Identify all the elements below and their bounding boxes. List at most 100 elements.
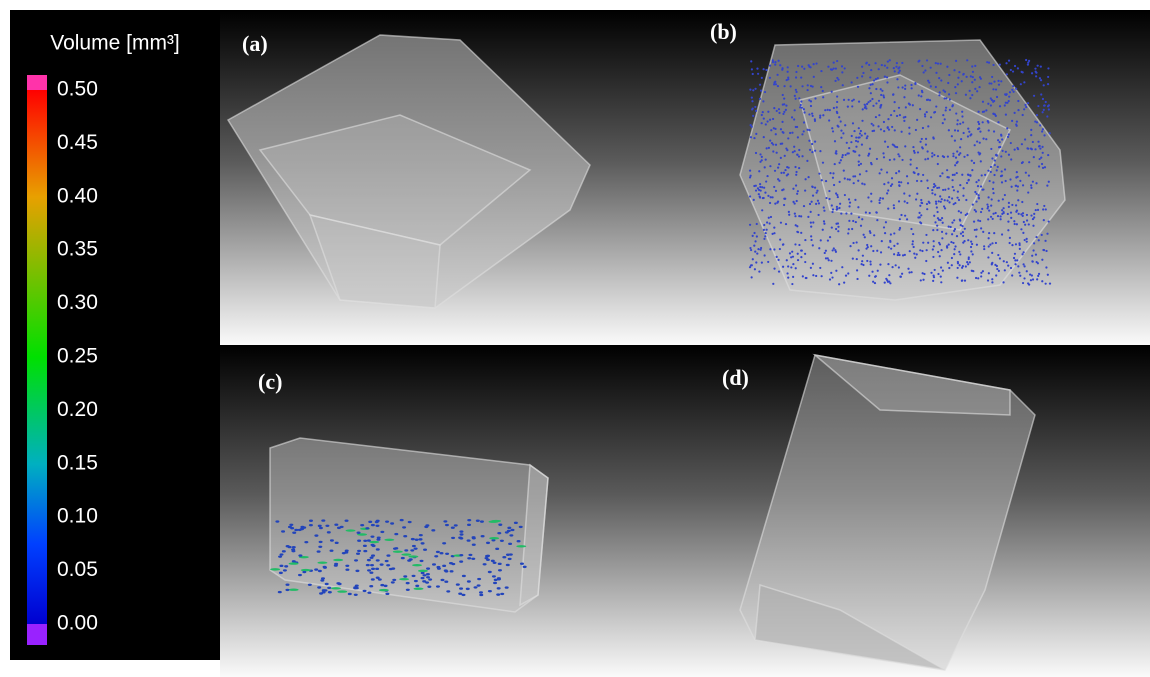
pore-dot bbox=[278, 591, 282, 593]
pore-dot bbox=[872, 281, 874, 283]
pore-dot bbox=[421, 577, 425, 579]
pore-dot bbox=[770, 196, 772, 198]
pore-dot bbox=[471, 558, 475, 560]
pore-dot bbox=[801, 66, 803, 68]
pore-dot bbox=[369, 572, 373, 574]
pore-dot bbox=[437, 567, 441, 569]
pore-dot bbox=[940, 79, 942, 81]
pore-dot bbox=[959, 152, 961, 154]
pore-dot bbox=[840, 137, 842, 139]
pore-dot bbox=[751, 100, 753, 102]
pore-dot bbox=[992, 113, 994, 115]
pore-dot bbox=[942, 114, 944, 116]
pore-dot bbox=[1027, 191, 1029, 193]
pore-dot bbox=[829, 278, 831, 280]
pore-dot bbox=[879, 172, 881, 174]
pore-dot bbox=[998, 146, 1000, 148]
pore-dot bbox=[841, 65, 843, 67]
pore-dot bbox=[760, 189, 762, 191]
pore-dot bbox=[1017, 109, 1019, 111]
pore-dot bbox=[792, 201, 794, 203]
pore-dot bbox=[408, 555, 418, 557]
pore-dot bbox=[749, 89, 751, 91]
pore-dot bbox=[878, 114, 880, 116]
pore-dot bbox=[783, 204, 785, 206]
pore-dot bbox=[993, 232, 995, 234]
pore-dot bbox=[479, 591, 483, 593]
pore-dot bbox=[497, 532, 501, 534]
pore-dot bbox=[1016, 171, 1018, 173]
pore-dot bbox=[856, 278, 858, 280]
pore-dot bbox=[768, 217, 770, 219]
pore-dot bbox=[317, 562, 327, 564]
pore-dot bbox=[975, 210, 977, 212]
pore-dot bbox=[955, 92, 957, 94]
pore-dot bbox=[990, 104, 992, 106]
pore-dot bbox=[298, 574, 302, 576]
pore-dot bbox=[940, 281, 942, 283]
pore-dot bbox=[843, 282, 845, 284]
pore-dot bbox=[965, 199, 967, 201]
figure-canvas: Volume [mm³] (a) (b) (c) (d) 0.500.450.4… bbox=[0, 0, 1150, 677]
pore-dot bbox=[1046, 185, 1048, 187]
pore-dot bbox=[1007, 229, 1009, 231]
pore-dot bbox=[919, 108, 921, 110]
pore-dot bbox=[991, 99, 993, 101]
pore-dot bbox=[956, 172, 958, 174]
pore-dot bbox=[979, 220, 981, 222]
pore-dot bbox=[893, 245, 895, 247]
pore-dot bbox=[997, 215, 999, 217]
pore-dot bbox=[766, 120, 768, 122]
pore-dot bbox=[925, 260, 927, 262]
pore-dot bbox=[876, 250, 878, 252]
pore-dot bbox=[889, 59, 891, 61]
pore-dot bbox=[779, 248, 781, 250]
pore-dot bbox=[887, 118, 889, 120]
pore-dot bbox=[795, 184, 797, 186]
pore-dot bbox=[957, 83, 959, 85]
pore-dot bbox=[853, 130, 855, 132]
pore-dot bbox=[1026, 219, 1028, 221]
pore-dot bbox=[969, 97, 971, 99]
pore-dot bbox=[871, 123, 873, 125]
pore-dot bbox=[989, 180, 991, 182]
pore-dot bbox=[961, 174, 963, 176]
pore-dot bbox=[883, 156, 885, 158]
pore-dot bbox=[795, 91, 797, 93]
colorbar-tick-label: 0.20 bbox=[57, 398, 98, 421]
pore-dot bbox=[473, 586, 477, 588]
pore-dot bbox=[1045, 101, 1047, 103]
pore-dot bbox=[1010, 211, 1012, 213]
pore-dot bbox=[1044, 166, 1046, 168]
pore-dot bbox=[773, 268, 775, 270]
pore-dot bbox=[749, 224, 751, 226]
pore-dot bbox=[852, 175, 854, 177]
pore-dot bbox=[472, 537, 476, 539]
pore-dot bbox=[502, 556, 506, 558]
pore-dot bbox=[1002, 198, 1004, 200]
pore-dot bbox=[1011, 274, 1013, 276]
pore-dot bbox=[937, 251, 939, 253]
pore-dot bbox=[1014, 112, 1016, 114]
pore-dot bbox=[958, 71, 960, 73]
pore-dot bbox=[870, 245, 872, 247]
pore-dot bbox=[912, 233, 914, 235]
pore-dot bbox=[766, 229, 768, 231]
pore-dot bbox=[858, 164, 860, 166]
pore-dot bbox=[480, 520, 484, 522]
pore-dot bbox=[1008, 100, 1010, 102]
pore-dot bbox=[785, 147, 787, 149]
pore-dot bbox=[1015, 243, 1017, 245]
pore-dot bbox=[893, 204, 895, 206]
pore-dot bbox=[1035, 254, 1037, 256]
pore-dot bbox=[394, 547, 398, 549]
pore-dot bbox=[1021, 143, 1023, 145]
pore-dot bbox=[440, 579, 444, 581]
pore-dot bbox=[428, 578, 432, 580]
pore-dot bbox=[987, 218, 989, 220]
pore-dot bbox=[952, 153, 954, 155]
pore-dot bbox=[936, 206, 938, 208]
pore-dot bbox=[922, 242, 924, 244]
pore-dot bbox=[454, 524, 458, 526]
pore-dot bbox=[773, 186, 775, 188]
